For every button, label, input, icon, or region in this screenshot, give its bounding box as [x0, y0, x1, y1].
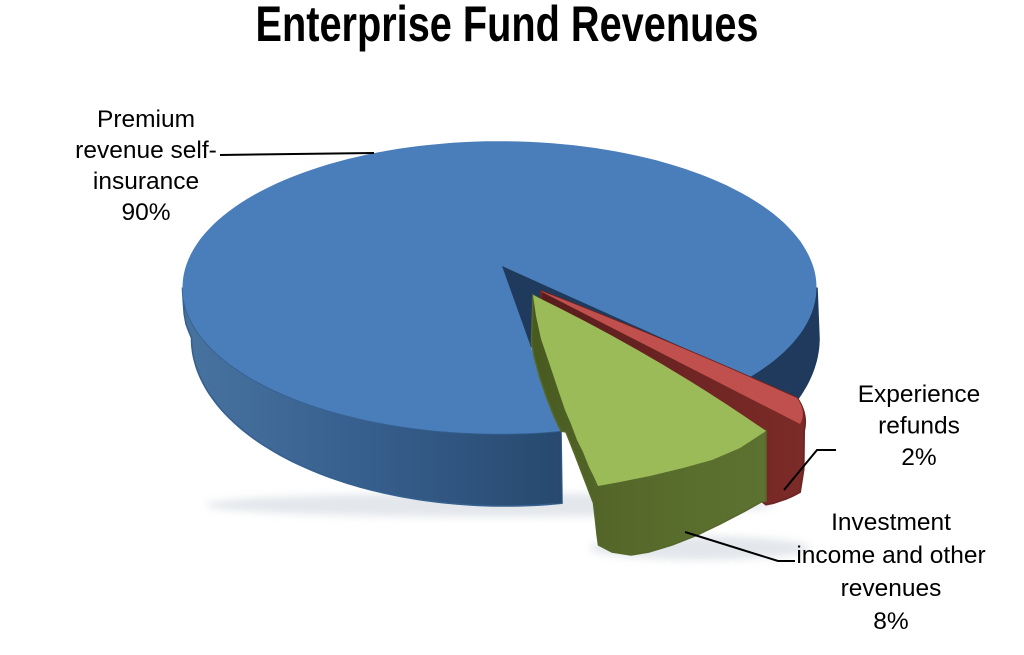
svg-text:Premium: Premium	[97, 106, 195, 133]
svg-text:refunds: refunds	[878, 413, 960, 440]
svg-text:8%: 8%	[873, 608, 908, 635]
svg-text:Experience: Experience	[858, 381, 981, 408]
svg-text:2%: 2%	[901, 444, 936, 471]
svg-text:90%: 90%	[121, 199, 170, 226]
svg-text:revenues: revenues	[841, 575, 942, 602]
svg-text:income and other: income and other	[796, 542, 985, 569]
svg-text:revenue self-: revenue self-	[75, 137, 217, 164]
svg-text:Investment: Investment	[831, 509, 951, 536]
svg-text:Enterprise Fund Revenues: Enterprise Fund Revenues	[256, 0, 759, 52]
svg-text:insurance: insurance	[93, 168, 199, 195]
